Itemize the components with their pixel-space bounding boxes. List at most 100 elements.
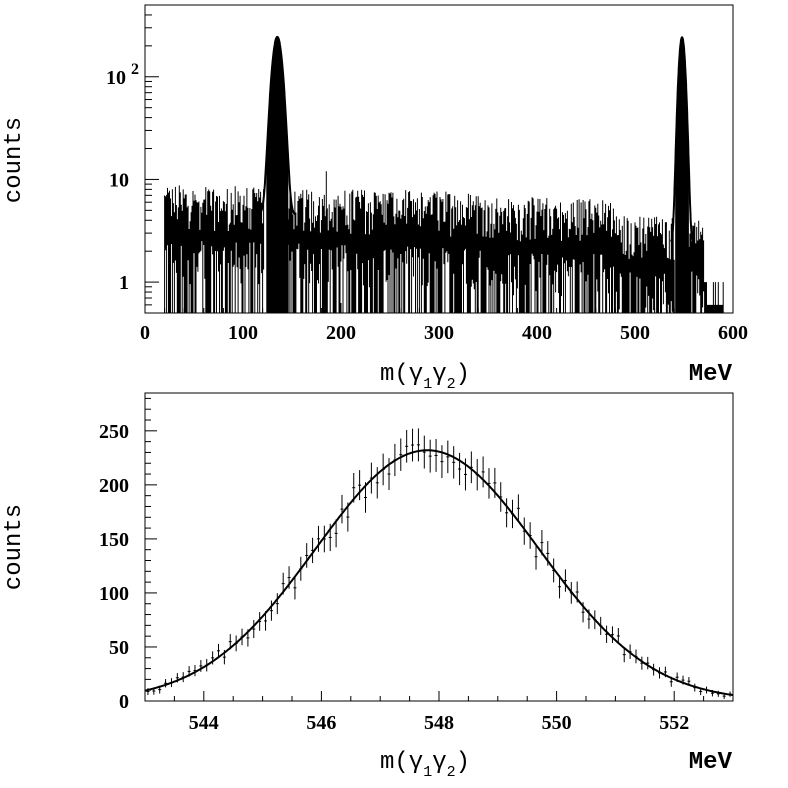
bottom-x-tick-label: 548 [424, 712, 454, 734]
data-point [193, 665, 197, 677]
bottom-x-tick-label: 550 [542, 712, 572, 734]
data-point [422, 435, 426, 469]
top-y-tick-label: 10 2 [106, 61, 139, 89]
data-point [428, 439, 432, 473]
data-point [516, 494, 520, 523]
data-point [481, 456, 485, 488]
data-point [534, 543, 538, 570]
data-point [552, 558, 556, 583]
data-point [217, 643, 220, 658]
top-x-tick-label: 300 [424, 322, 454, 344]
data-point [634, 649, 638, 664]
data-point [722, 693, 726, 699]
data-point [181, 672, 185, 683]
data-point [346, 502, 350, 532]
peak-fill-2 [675, 37, 689, 314]
data-point [281, 572, 285, 595]
data-point [587, 609, 591, 629]
data-point [328, 523, 332, 552]
data-point [393, 443, 397, 477]
data-point [710, 689, 714, 697]
top-x-axis-unit: MeV [689, 361, 733, 388]
data-point [352, 472, 356, 503]
data-point [334, 519, 338, 548]
bottom-y-tick-label: 250 [99, 421, 129, 443]
data-point [658, 667, 661, 679]
data-point [511, 499, 514, 529]
data-point [264, 611, 268, 631]
data-point [640, 656, 644, 670]
bottom-x-axis-label: m(γ1γ2) [380, 749, 470, 781]
data-point [693, 683, 697, 692]
top-y-axis-label: counts [1, 117, 28, 203]
data-point [687, 677, 691, 686]
bottom-y-axis-label: counts [1, 504, 28, 590]
data-point [169, 678, 173, 688]
data-point [705, 686, 709, 694]
data-point [411, 428, 415, 462]
data-point [493, 467, 497, 498]
top-x-tick-label: 200 [326, 322, 356, 344]
data-point [199, 660, 203, 672]
peak-fill-1 [266, 36, 289, 314]
data-point [452, 446, 456, 479]
top-x-tick-label: 400 [522, 322, 552, 344]
data-point [540, 529, 544, 556]
data-point [187, 666, 191, 677]
data-point [246, 629, 250, 647]
data-point [458, 452, 462, 486]
data-point [675, 672, 679, 682]
data-point [505, 498, 509, 528]
bottom-y-tick-label: 100 [99, 583, 129, 605]
bottom-axis-ticks: 544 546 548 550 552 0 50 100 150 200 250 [99, 397, 705, 734]
data-point [563, 569, 567, 592]
data-point [522, 517, 526, 545]
bottom-panel: 544 546 548 550 552 0 50 100 150 200 250 counts m(… [1, 392, 734, 781]
data-point [146, 688, 150, 696]
data-point [681, 675, 685, 685]
data-point [575, 581, 579, 603]
data-point [299, 556, 303, 581]
data-point [469, 451, 473, 484]
data-point [699, 687, 703, 696]
bottom-x-tick-label: 552 [659, 712, 689, 734]
top-y-tick-label: 10 [109, 169, 129, 191]
data-point [269, 600, 273, 621]
data-point [622, 647, 626, 663]
top-histogram-area [164, 35, 724, 314]
data-point [205, 659, 209, 672]
data-point [152, 687, 156, 695]
data-point [663, 666, 667, 678]
data-point [316, 525, 320, 552]
data-point [652, 663, 656, 676]
data-point [446, 440, 450, 474]
top-panel: 0 100 200 300 400 500 600 1 10 10 2 counts m(γ1γ2… [1, 4, 748, 393]
data-point [716, 690, 720, 697]
gaussian-fit-curve [144, 449, 734, 697]
data-point [569, 581, 573, 604]
data-point [375, 467, 379, 499]
data-point [599, 616, 603, 635]
data-point [234, 635, 238, 652]
data-point [487, 468, 491, 499]
data-point [593, 610, 597, 630]
data-point [605, 625, 609, 643]
data-point [240, 628, 244, 646]
data-point [164, 679, 168, 688]
data-point [158, 685, 162, 694]
data-point [322, 525, 326, 553]
bottom-x-tick-label: 546 [306, 712, 336, 734]
data-point [416, 428, 420, 462]
data-point [228, 634, 232, 650]
data-point [434, 439, 438, 472]
data-point [369, 462, 373, 494]
bottom-y-tick-label: 200 [99, 475, 129, 497]
bottom-y-tick-label: 150 [99, 529, 129, 551]
data-point [581, 602, 585, 623]
bottom-x-tick-label: 544 [189, 712, 219, 734]
data-point [175, 673, 179, 683]
data-point [669, 676, 673, 687]
bottom-plot-frame [144, 392, 734, 702]
data-point [499, 482, 503, 512]
